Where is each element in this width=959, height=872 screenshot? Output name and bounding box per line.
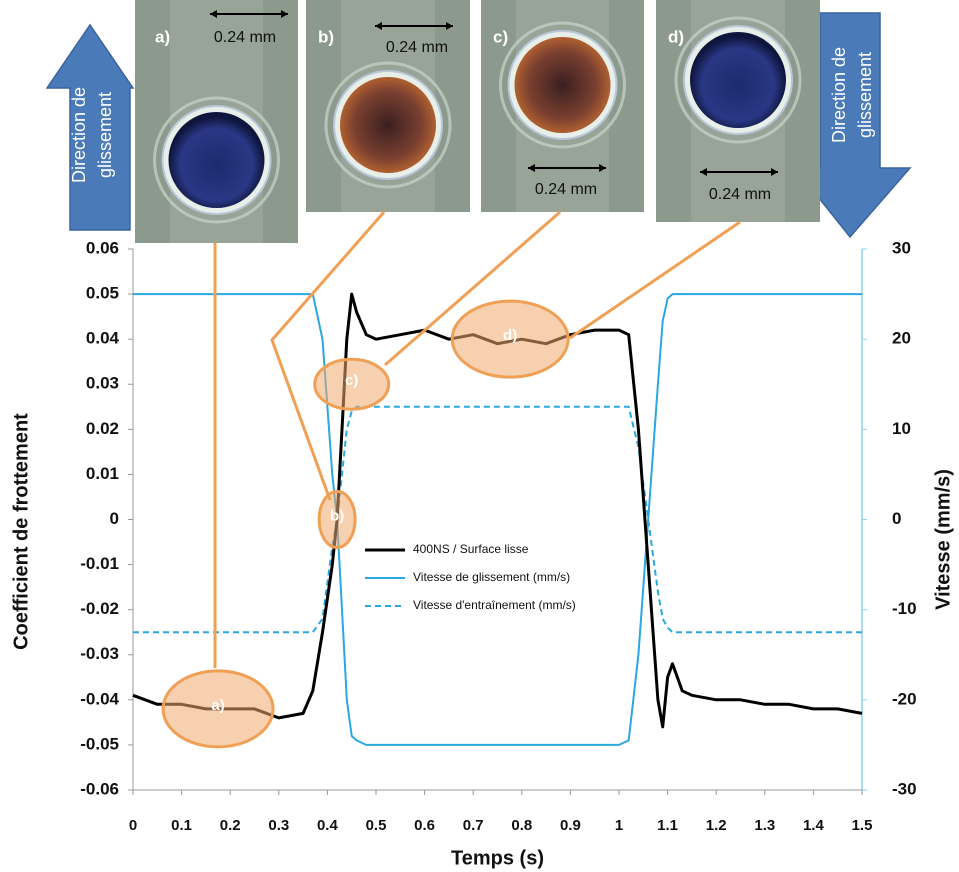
y-tick-label: 0.03 bbox=[86, 374, 119, 393]
y2-axis-title: Vitesse (mm/s) bbox=[932, 469, 954, 610]
series-line bbox=[133, 405, 862, 634]
annotation-ellipse bbox=[161, 669, 275, 749]
y2-tick-label: 20 bbox=[892, 329, 911, 348]
annotation-ellipse bbox=[317, 490, 357, 549]
y-axis-title: Coefficient de frottement bbox=[10, 413, 32, 650]
y-tick-label: -0.05 bbox=[80, 734, 119, 753]
y2-tick-label: 30 bbox=[892, 238, 911, 257]
y-tick-label: 0.01 bbox=[86, 464, 119, 483]
x-tick-label: 0.7 bbox=[463, 817, 484, 834]
y2-tick-label: -20 bbox=[892, 689, 917, 708]
x-tick-label: 0.4 bbox=[317, 817, 339, 834]
y2-tick-label: -30 bbox=[892, 779, 917, 798]
y-tick-label: 0 bbox=[110, 509, 119, 528]
x-tick-label: 1.1 bbox=[657, 817, 678, 834]
legend-label: Vitesse de glissement (mm/s) bbox=[413, 570, 570, 584]
x-tick-label: 1 bbox=[615, 817, 623, 834]
y2-tick-label: 0 bbox=[892, 509, 901, 528]
photo-hole bbox=[514, 37, 611, 133]
x-tick-label: 0.5 bbox=[366, 817, 387, 834]
x-tick-label: 0.3 bbox=[268, 817, 289, 834]
x-tick-label: 1.5 bbox=[852, 817, 873, 834]
photo-ring bbox=[499, 21, 626, 149]
panel-label: c) bbox=[493, 27, 508, 46]
x-tick-label: 1.2 bbox=[706, 817, 727, 834]
legend-label: Vitesse d'entraînement (mm/s) bbox=[413, 598, 576, 612]
panel-label: b) bbox=[318, 27, 334, 46]
x-tick-label: 0.8 bbox=[511, 817, 532, 834]
x-tick-label: 0.1 bbox=[171, 817, 192, 834]
y-tick-label: 0.02 bbox=[86, 419, 119, 438]
connector bbox=[569, 220, 741, 340]
photo-ring bbox=[324, 61, 452, 189]
y2-tick-label: 10 bbox=[892, 419, 911, 438]
y-tick-label: -0.06 bbox=[80, 779, 119, 798]
panel-label: d) bbox=[668, 27, 684, 46]
x-tick-label: 1.4 bbox=[803, 817, 825, 834]
direction-arrow bbox=[45, 23, 135, 231]
connector bbox=[270, 211, 386, 501]
y-tick-label: -0.02 bbox=[80, 599, 119, 618]
photo-ring bbox=[674, 16, 802, 144]
scale-label: 0.24 mm bbox=[386, 39, 448, 56]
y-tick-label: -0.04 bbox=[80, 689, 119, 708]
x-tick-label: 0.6 bbox=[414, 817, 435, 834]
photo-hole bbox=[340, 77, 436, 173]
annotation-ellipse bbox=[313, 357, 391, 411]
y2-tick-label: -10 bbox=[892, 599, 917, 618]
panel-label: a) bbox=[155, 27, 170, 46]
direction-label: glissement bbox=[95, 92, 115, 178]
annotation-label: c) bbox=[345, 372, 358, 389]
direction-label: Direction de bbox=[829, 47, 849, 143]
direction-label: Direction de bbox=[69, 87, 89, 183]
annotation-ellipse bbox=[450, 299, 570, 379]
connectors bbox=[213, 210, 741, 668]
scale-label: 0.24 mm bbox=[214, 29, 276, 46]
x-tick-label: 0.9 bbox=[560, 817, 581, 834]
y-tick-label: -0.01 bbox=[80, 554, 119, 573]
direction-label: glissement bbox=[855, 52, 875, 138]
x-axis-title: Temps (s) bbox=[451, 847, 544, 869]
scale-label: 0.24 mm bbox=[709, 186, 771, 203]
annotation-label: d) bbox=[503, 327, 517, 344]
annotation-label: a) bbox=[211, 697, 224, 714]
connector bbox=[384, 210, 561, 367]
y-tick-label: 0.04 bbox=[86, 329, 120, 348]
x-tick-label: 0 bbox=[129, 817, 137, 834]
photo-hole bbox=[690, 32, 786, 128]
y-tick-label: 0.05 bbox=[86, 284, 119, 303]
series-line bbox=[133, 293, 862, 746]
annotation-label: b) bbox=[330, 507, 344, 524]
scale-label: 0.24 mm bbox=[535, 181, 597, 198]
x-tick-label: 1.3 bbox=[754, 817, 775, 834]
legend-label: 400NS / Surface lisse bbox=[413, 542, 529, 556]
y-tick-label: 0.06 bbox=[86, 238, 119, 257]
photo-ring bbox=[153, 96, 280, 224]
x-tick-label: 0.2 bbox=[220, 817, 241, 834]
photo-hole bbox=[168, 112, 265, 208]
y-tick-label: -0.03 bbox=[80, 644, 119, 663]
